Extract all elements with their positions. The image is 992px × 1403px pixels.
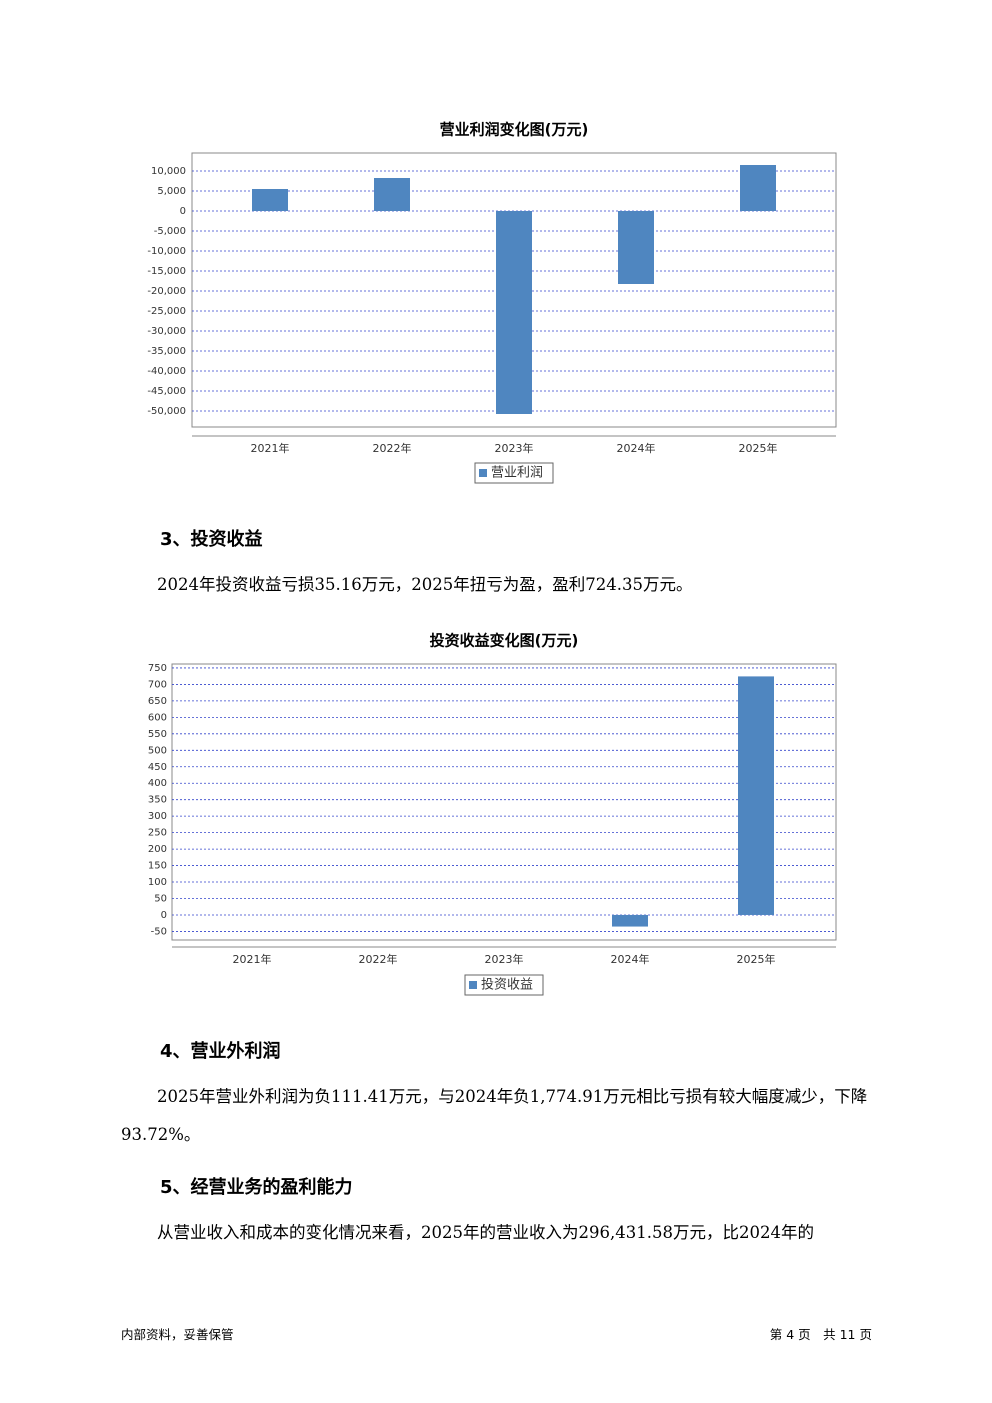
x-tick-label: 2021年 xyxy=(233,952,272,966)
plot-area xyxy=(171,663,837,941)
y-tick-label: 200 xyxy=(148,844,167,855)
x-tick-label: 2022年 xyxy=(373,441,412,455)
y-tick-label: -40,000 xyxy=(147,366,186,377)
y-tick-label: 650 xyxy=(148,696,167,707)
y-tick-label: 500 xyxy=(148,745,167,756)
y-tick-label: 150 xyxy=(148,861,167,872)
footer-left: 内部资料，妥善保管 xyxy=(121,1327,234,1342)
x-tick-label: 2024年 xyxy=(617,441,656,455)
y-tick-label: 350 xyxy=(148,795,167,806)
x-tick-label: 2024年 xyxy=(611,952,650,966)
y-tick-label: 100 xyxy=(148,877,167,888)
y-tick-label: 400 xyxy=(148,778,167,789)
legend-label: 投资收益 xyxy=(481,977,533,993)
footer-right: 第 4 页 共 11 页 xyxy=(769,1327,872,1342)
y-tick-label: -15,000 xyxy=(147,266,186,277)
y-tick-label: 450 xyxy=(148,762,167,773)
paragraph: 从营业收入和成本的变化情况来看，2025年的营业收入为296,431.58万元，… xyxy=(157,1223,814,1242)
y-tick-label: -5,000 xyxy=(154,226,186,237)
y-tick-label: 10,000 xyxy=(151,166,186,177)
y-tick-label: -30,000 xyxy=(147,326,186,337)
y-tick-label: 0 xyxy=(161,910,167,921)
y-tick-label: 300 xyxy=(148,811,167,822)
y-tick-label: -45,000 xyxy=(147,386,186,397)
chart-title: 营业利润变化图(万元) xyxy=(440,121,589,139)
y-tick-label: -25,000 xyxy=(147,306,186,317)
chart-title: 投资收益变化图(万元) xyxy=(430,632,579,650)
legend-swatch xyxy=(479,469,487,477)
section-heading: 4、营业外利润 xyxy=(160,1041,281,1062)
x-tick-label: 2021年 xyxy=(251,441,290,455)
legend-label: 营业利润 xyxy=(491,466,543,481)
section-heading: 3、投资收益 xyxy=(160,529,263,550)
y-tick-label: 600 xyxy=(148,712,167,723)
legend-swatch xyxy=(469,981,477,989)
x-tick-label: 2025年 xyxy=(737,952,776,966)
y-tick-label: 700 xyxy=(148,679,167,690)
paragraph: 2024年投资收益亏损35.16万元，2025年扭亏为盈，盈利724.35万元。 xyxy=(157,575,693,594)
paragraph: 2025年营业外利润为负111.41万元，与2024年负1,774.91万元相比… xyxy=(121,1087,868,1144)
bar xyxy=(740,165,776,211)
x-tick-label: 2025年 xyxy=(739,441,778,455)
y-tick-label: 250 xyxy=(148,828,167,839)
y-tick-label: -10,000 xyxy=(147,246,186,257)
y-tick-label: 750 xyxy=(148,663,167,674)
x-tick-label: 2023年 xyxy=(485,952,524,966)
x-tick-label: 2023年 xyxy=(495,441,534,455)
y-tick-label: -50,000 xyxy=(147,406,186,417)
legend-box xyxy=(474,462,554,484)
y-tick-label: 550 xyxy=(148,729,167,740)
y-tick-label: -35,000 xyxy=(147,346,186,357)
bar xyxy=(252,189,288,211)
bar xyxy=(612,914,648,927)
section-heading: 5、经营业务的盈利能力 xyxy=(160,1177,353,1198)
y-tick-label: 50 xyxy=(154,894,167,905)
bar xyxy=(618,211,654,284)
legend-box xyxy=(464,974,544,996)
bar xyxy=(738,676,774,915)
bar xyxy=(374,178,410,211)
x-tick-label: 2022年 xyxy=(359,952,398,966)
y-tick-label: -20,000 xyxy=(147,286,186,297)
bar xyxy=(496,211,532,414)
y-tick-label: 0 xyxy=(180,206,186,217)
y-tick-label: -50 xyxy=(151,926,167,937)
y-tick-label: 5,000 xyxy=(157,186,186,197)
